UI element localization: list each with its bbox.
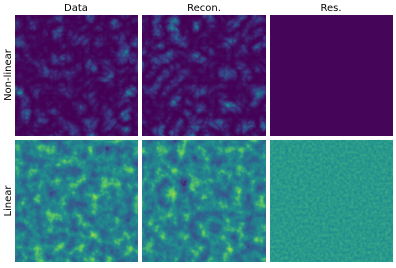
image-panel xyxy=(270,140,393,262)
column-title: Res. xyxy=(320,3,341,14)
image-panel xyxy=(142,15,266,136)
image-panel xyxy=(15,140,138,262)
column-title: Recon. xyxy=(187,3,221,14)
row-label: Linear xyxy=(3,185,14,217)
image-panel xyxy=(15,15,138,136)
image-panel xyxy=(142,140,266,262)
image-panel xyxy=(270,15,393,136)
row-label: Non-linear xyxy=(3,48,14,101)
column-title: Data xyxy=(64,3,88,14)
